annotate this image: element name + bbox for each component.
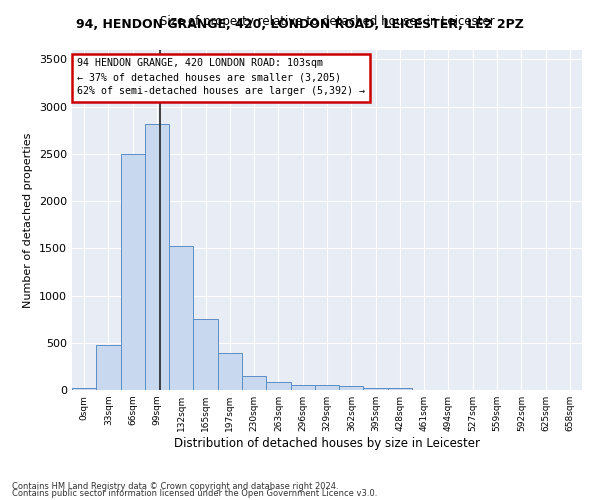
Text: Contains HM Land Registry data © Crown copyright and database right 2024.: Contains HM Land Registry data © Crown c… [12, 482, 338, 491]
X-axis label: Distribution of detached houses by size in Leicester: Distribution of detached houses by size … [174, 437, 480, 450]
Bar [121, 154, 145, 390]
Bar [96, 344, 121, 390]
Bar [388, 388, 412, 390]
Y-axis label: Number of detached properties: Number of detached properties [23, 132, 34, 308]
Bar [72, 388, 96, 390]
Title: Size of property relative to detached houses in Leicester: Size of property relative to detached ho… [160, 15, 494, 28]
Text: 94, HENDON GRANGE, 420, LONDON ROAD, LEICESTER, LE2 2PZ: 94, HENDON GRANGE, 420, LONDON ROAD, LEI… [76, 18, 524, 30]
Bar [218, 353, 242, 390]
Text: Contains public sector information licensed under the Open Government Licence v3: Contains public sector information licen… [12, 489, 377, 498]
Bar [364, 388, 388, 390]
Bar [315, 385, 339, 390]
Text: 94 HENDON GRANGE, 420 LONDON ROAD: 103sqm
← 37% of detached houses are smaller (: 94 HENDON GRANGE, 420 LONDON ROAD: 103sq… [77, 58, 365, 96]
Bar [266, 382, 290, 390]
Bar [339, 386, 364, 390]
Bar [193, 319, 218, 390]
Bar [242, 376, 266, 390]
Bar [145, 124, 169, 390]
Bar [290, 385, 315, 390]
Bar [169, 246, 193, 390]
